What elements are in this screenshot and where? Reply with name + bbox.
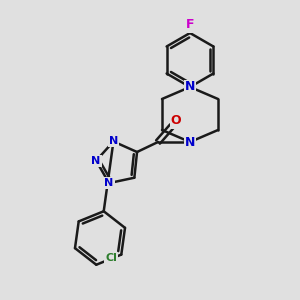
Text: N: N bbox=[185, 80, 195, 94]
Text: F: F bbox=[186, 19, 194, 32]
Text: O: O bbox=[171, 115, 181, 128]
Text: N: N bbox=[92, 156, 101, 166]
Text: N: N bbox=[185, 136, 195, 148]
Text: N: N bbox=[104, 178, 114, 188]
Text: N: N bbox=[109, 136, 118, 146]
Text: Cl: Cl bbox=[105, 253, 117, 262]
